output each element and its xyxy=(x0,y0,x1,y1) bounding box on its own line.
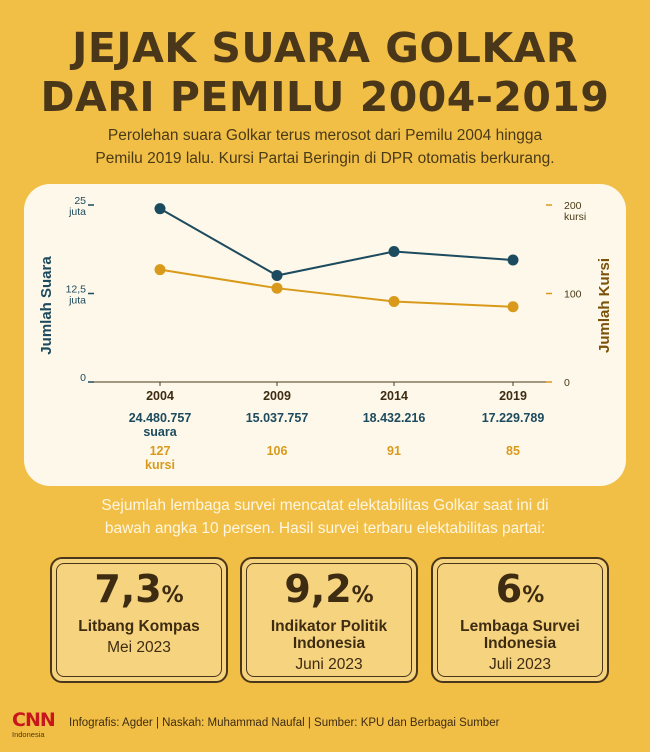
suara-value-label: 15.037.757 xyxy=(246,411,309,425)
kursi-value-label: 91 xyxy=(387,444,401,458)
survey-value: 7,3% xyxy=(52,567,226,618)
cnn-indonesia-logo: CNN Indonesia xyxy=(12,710,56,742)
survey-date: Juli 2023 xyxy=(488,656,552,673)
left-tick-unit: juta xyxy=(68,295,86,307)
survey-org: Lembaga Survei xyxy=(460,618,580,635)
kursi-unit-label: kursi xyxy=(145,458,175,472)
suara-unit-label: suara xyxy=(143,425,177,439)
chart-card: 0 12,5 juta 25 juta 0 100 200 kursi Jumlah Suara J… xyxy=(24,184,626,486)
logo-sub: Indonesia xyxy=(12,730,45,739)
left-tick-label: 25 xyxy=(74,195,86,207)
right-tick-label: 200 xyxy=(564,200,582,212)
percent-sign: % xyxy=(351,583,374,608)
survey-intro: Sejumlah lembaga survei mencatat elektab… xyxy=(30,494,620,540)
left-tick-label: 12,5 xyxy=(66,284,87,296)
x-tick-label: 2004 xyxy=(146,389,174,403)
left-tick-label: 0 xyxy=(80,372,86,384)
survey-org: Litbang Kompas xyxy=(78,618,200,635)
kursi-value-label: 85 xyxy=(506,444,520,458)
intro-line-2: Pemilu 2019 lalu. Kursi Partai Beringin … xyxy=(95,150,555,167)
right-axis-title: Jumlah Kursi xyxy=(596,258,613,353)
kursi-series-line xyxy=(159,268,514,308)
intro-text: Perolehan suara Golkar terus merosot dar… xyxy=(30,124,620,170)
survey-org-line-2: Indonesia xyxy=(292,635,366,652)
kursi-value-label: 127 xyxy=(150,444,171,458)
title-line-2: DARI PEMILU 2004-2019 xyxy=(40,73,610,121)
percent-sign: % xyxy=(161,583,184,608)
survey-value: 9,2% xyxy=(242,567,416,618)
kursi-series-point xyxy=(388,295,400,307)
percent-sign: % xyxy=(522,583,545,608)
suara-value-label: 24.480.757 xyxy=(129,411,192,425)
suara-value-label: 17.229.789 xyxy=(482,411,545,425)
survey-number: 7,3 xyxy=(94,567,162,611)
kursi-series-point xyxy=(154,264,166,276)
left-axis-title: Jumlah Suara xyxy=(38,256,55,355)
title-line-1: JEJAK SUARA GOLKAR xyxy=(72,24,578,72)
survey-intro-line-2: bawah angka 10 persen. Hasil survei terb… xyxy=(104,520,546,537)
suara-series-point xyxy=(154,203,166,215)
survey-card-indikator: 9,2% Indikator Politik Indonesia Juni 20… xyxy=(240,557,418,683)
footer: CNN Indonesia Infografis: Agder | Naskah… xyxy=(0,700,650,752)
survey-intro-line-1: Sejumlah lembaga survei mencatat elektab… xyxy=(101,497,549,514)
x-tick-label: 2009 xyxy=(263,389,291,403)
suara-series-point xyxy=(507,254,519,266)
logo-word: CNN xyxy=(12,709,56,731)
credits: Infografis: Agder | Naskah: Muhammad Nau… xyxy=(69,717,500,729)
survey-org-line-2: Indonesia xyxy=(483,635,557,652)
suara-series-line xyxy=(159,207,514,277)
left-tick-unit: juta xyxy=(68,206,86,218)
right-tick-label: 0 xyxy=(564,377,570,389)
right-tick-label: 100 xyxy=(564,289,582,301)
page-title: JEJAK SUARA GOLKAR DARI PEMILU 2004-2019 xyxy=(0,24,650,122)
survey-card-litbang-kompas: 7,3% Litbang Kompas Mei 2023 xyxy=(50,557,228,683)
survey-value: 6% xyxy=(433,567,607,618)
survey-date: Juni 2023 xyxy=(295,656,363,673)
survey-number: 6 xyxy=(495,567,523,611)
x-tick-label: 2014 xyxy=(380,389,408,403)
suara-series-point xyxy=(271,270,283,282)
survey-number: 9,2 xyxy=(284,567,352,611)
suara-series-point xyxy=(388,245,400,257)
survey-date: Mei 2023 xyxy=(107,639,171,656)
suara-value-label: 18.432.216 xyxy=(363,411,426,425)
x-tick-label: 2019 xyxy=(499,389,527,403)
survey-org: Indikator Politik xyxy=(270,618,388,635)
kursi-value-label: 106 xyxy=(267,444,288,458)
survey-card-lsi: 6% Lembaga Survei Indonesia Juli 2023 xyxy=(431,557,609,683)
kursi-series-point xyxy=(271,282,283,294)
kursi-series-point xyxy=(507,301,519,313)
intro-line-1: Perolehan suara Golkar terus merosot dar… xyxy=(107,127,543,144)
right-tick-unit: kursi xyxy=(564,211,586,223)
